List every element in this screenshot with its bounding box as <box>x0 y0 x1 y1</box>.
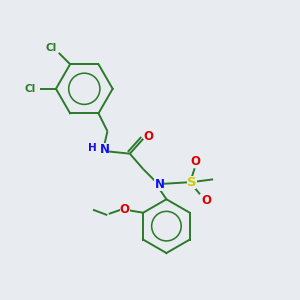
Text: H: H <box>88 143 97 153</box>
Text: S: S <box>187 176 196 189</box>
Text: Cl: Cl <box>24 84 35 94</box>
Text: Cl: Cl <box>46 43 57 53</box>
Text: N: N <box>100 143 110 156</box>
Text: N: N <box>154 178 164 191</box>
Text: O: O <box>144 130 154 143</box>
Text: O: O <box>191 155 201 168</box>
Text: O: O <box>120 202 130 216</box>
Text: O: O <box>202 194 212 207</box>
